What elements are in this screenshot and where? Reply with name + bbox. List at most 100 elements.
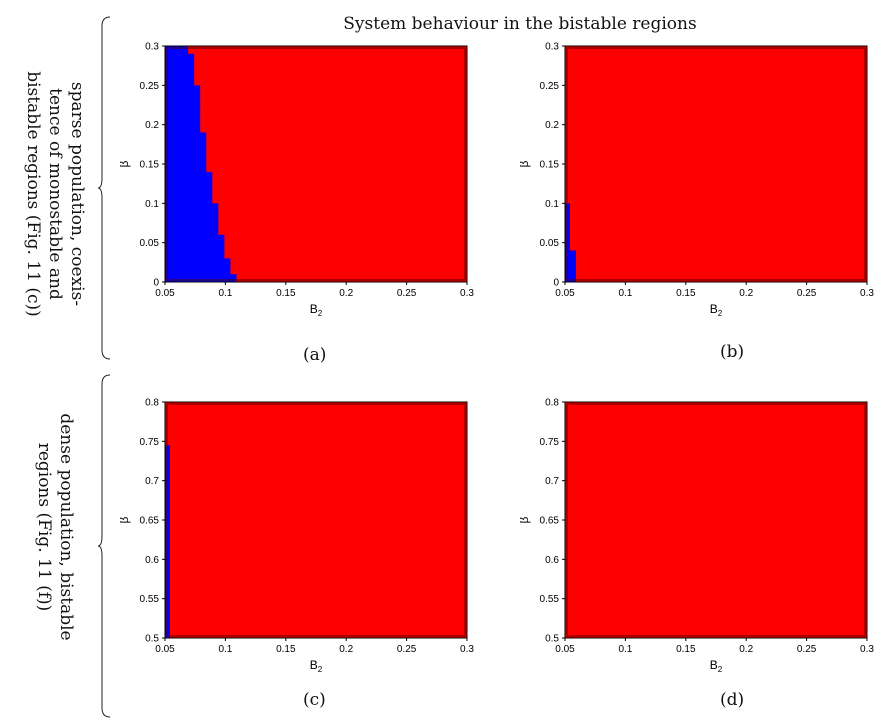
y-tick-label: 0.15 [140,160,160,171]
y-axis-label: β [520,516,531,523]
y-tick-label: 0.25 [540,81,560,92]
x-tick-label: 0.25 [797,644,817,655]
blue-region-cell [165,85,201,94]
y-tick-label: 0.65 [540,516,560,527]
blue-region-cell [165,258,231,267]
x-tick-label: 0.2 [739,288,753,299]
blue-region-cell [165,242,225,252]
x-axis-label: B2 [710,302,723,318]
y-tick-label: 0.75 [140,437,160,448]
blue-region-cell [165,164,207,173]
x-axis-label: B2 [310,658,323,674]
row-brace-bottom [98,374,111,718]
blue-region-cell [565,266,577,275]
y-tick-label: 0.75 [540,437,560,448]
y-tick-label: 0.2 [545,120,559,131]
row-label-bottom-line-1: dense population, bistable [56,413,76,641]
caption-a: (a) [303,345,327,365]
caption-c: (c) [303,690,326,710]
blue-region-cell [165,226,219,236]
y-axis-label: β [120,160,131,167]
row-label-bottom-line-2: regions (Fig. 11 (f)) [34,442,54,612]
row-label-top: sparse population, coexis- tence of mono… [22,29,88,359]
blue-region-cell [165,195,213,204]
y-tick-label: 0.55 [140,594,160,605]
x-tick-label: 0.2 [339,644,353,655]
blue-region-cell [165,101,201,110]
x-tick-label: 0.1 [618,644,632,655]
blue-region-cell [165,53,195,63]
blue-region-cell [165,124,201,134]
blue-region-cell [565,250,577,259]
y-axis-label: β [120,516,131,523]
y-tick-label: 0.7 [145,476,159,487]
y-axis-label: β [520,160,531,167]
y-tick-label: 0 [153,278,159,289]
blue-region-cell [165,203,219,212]
row-label-top-line-3: bistable regions (Fig. 11 (c)) [23,71,43,317]
y-tick-label: 0.05 [140,238,160,249]
y-tick-label: 0.1 [545,199,559,210]
plot-d: 0.05 0.1 0.15 0.2 0.25 0.3 0.5 0.55 0.6 0.65 0.7 0.… [520,398,874,675]
x-tick-label: 0.05 [155,644,175,655]
y-tick-label: 0.15 [540,160,560,171]
caption-b: (b) [720,342,745,362]
x-tick-label: 0.25 [397,288,417,299]
plot-a: 0.05 0.1 0.15 0.2 0.25 0.300.050.10.150.20.25… [120,42,474,319]
x-tick-label: 0.05 [555,644,575,655]
y-tick-label: 0.8 [545,398,559,409]
x-axis-label: B2 [710,658,723,674]
x-tick-label: 0.25 [397,644,417,655]
blue-region-cell [165,274,237,283]
x-tick-label: 0.1 [218,288,232,299]
y-tick-label: 0.6 [545,555,559,566]
x-tick-label: 0.2 [339,288,353,299]
x-axis-label: B2 [310,302,323,318]
y-tick-label: 0.55 [540,594,560,605]
inner-frame [166,47,466,281]
y-tick-label: 0.5 [145,634,159,645]
blue-region-cell [165,148,207,157]
x-tick-label: 0.1 [618,288,632,299]
inner-frame [166,403,466,637]
blue-region-cell [165,250,225,259]
figure-title: System behaviour in the bistable regions [343,14,697,34]
blue-region-cell [165,116,201,126]
red-region [565,46,867,282]
x-tick-label: 0.05 [155,288,175,299]
y-tick-label: 0.1 [145,199,159,210]
x-tick-label: 0.3 [860,288,874,299]
x-tick-label: 0.3 [860,644,874,655]
inner-frame [566,47,866,281]
y-tick-label: 0.8 [145,398,159,409]
blue-region-cell [565,258,577,267]
blue-region-cell [165,234,225,244]
inner-frame [566,403,866,637]
y-tick-label: 0.7 [545,476,559,487]
x-tick-label: 0.3 [460,644,474,655]
blue-region-cell [165,156,207,165]
blue-region-cell [165,179,213,189]
blue-region-cell [165,132,207,141]
y-tick-label: 0.5 [545,634,559,645]
y-tick-label: 0.25 [140,81,160,92]
blue-region-cell [165,77,195,86]
y-tick-label: 0.6 [145,555,159,566]
x-tick-label: 0.1 [218,644,232,655]
y-tick-label: 0.3 [145,42,159,53]
red-region [165,402,467,638]
blue-region-cell [165,69,195,78]
blue-region-cell [165,46,189,55]
x-tick-label: 0.25 [797,288,817,299]
x-tick-label: 0.05 [555,288,575,299]
x-tick-label: 0.3 [460,288,474,299]
blue-region-cell [165,93,201,102]
x-tick-label: 0.15 [276,644,296,655]
x-tick-label: 0.2 [739,644,753,655]
row-label-bottom: dense population, bistable regions (Fig.… [33,362,77,692]
caption-d: (d) [720,690,745,710]
blue-region-cell [165,140,207,149]
y-tick-label: 0 [553,278,559,289]
blue-region-cell [165,187,213,196]
red-region [565,402,867,638]
